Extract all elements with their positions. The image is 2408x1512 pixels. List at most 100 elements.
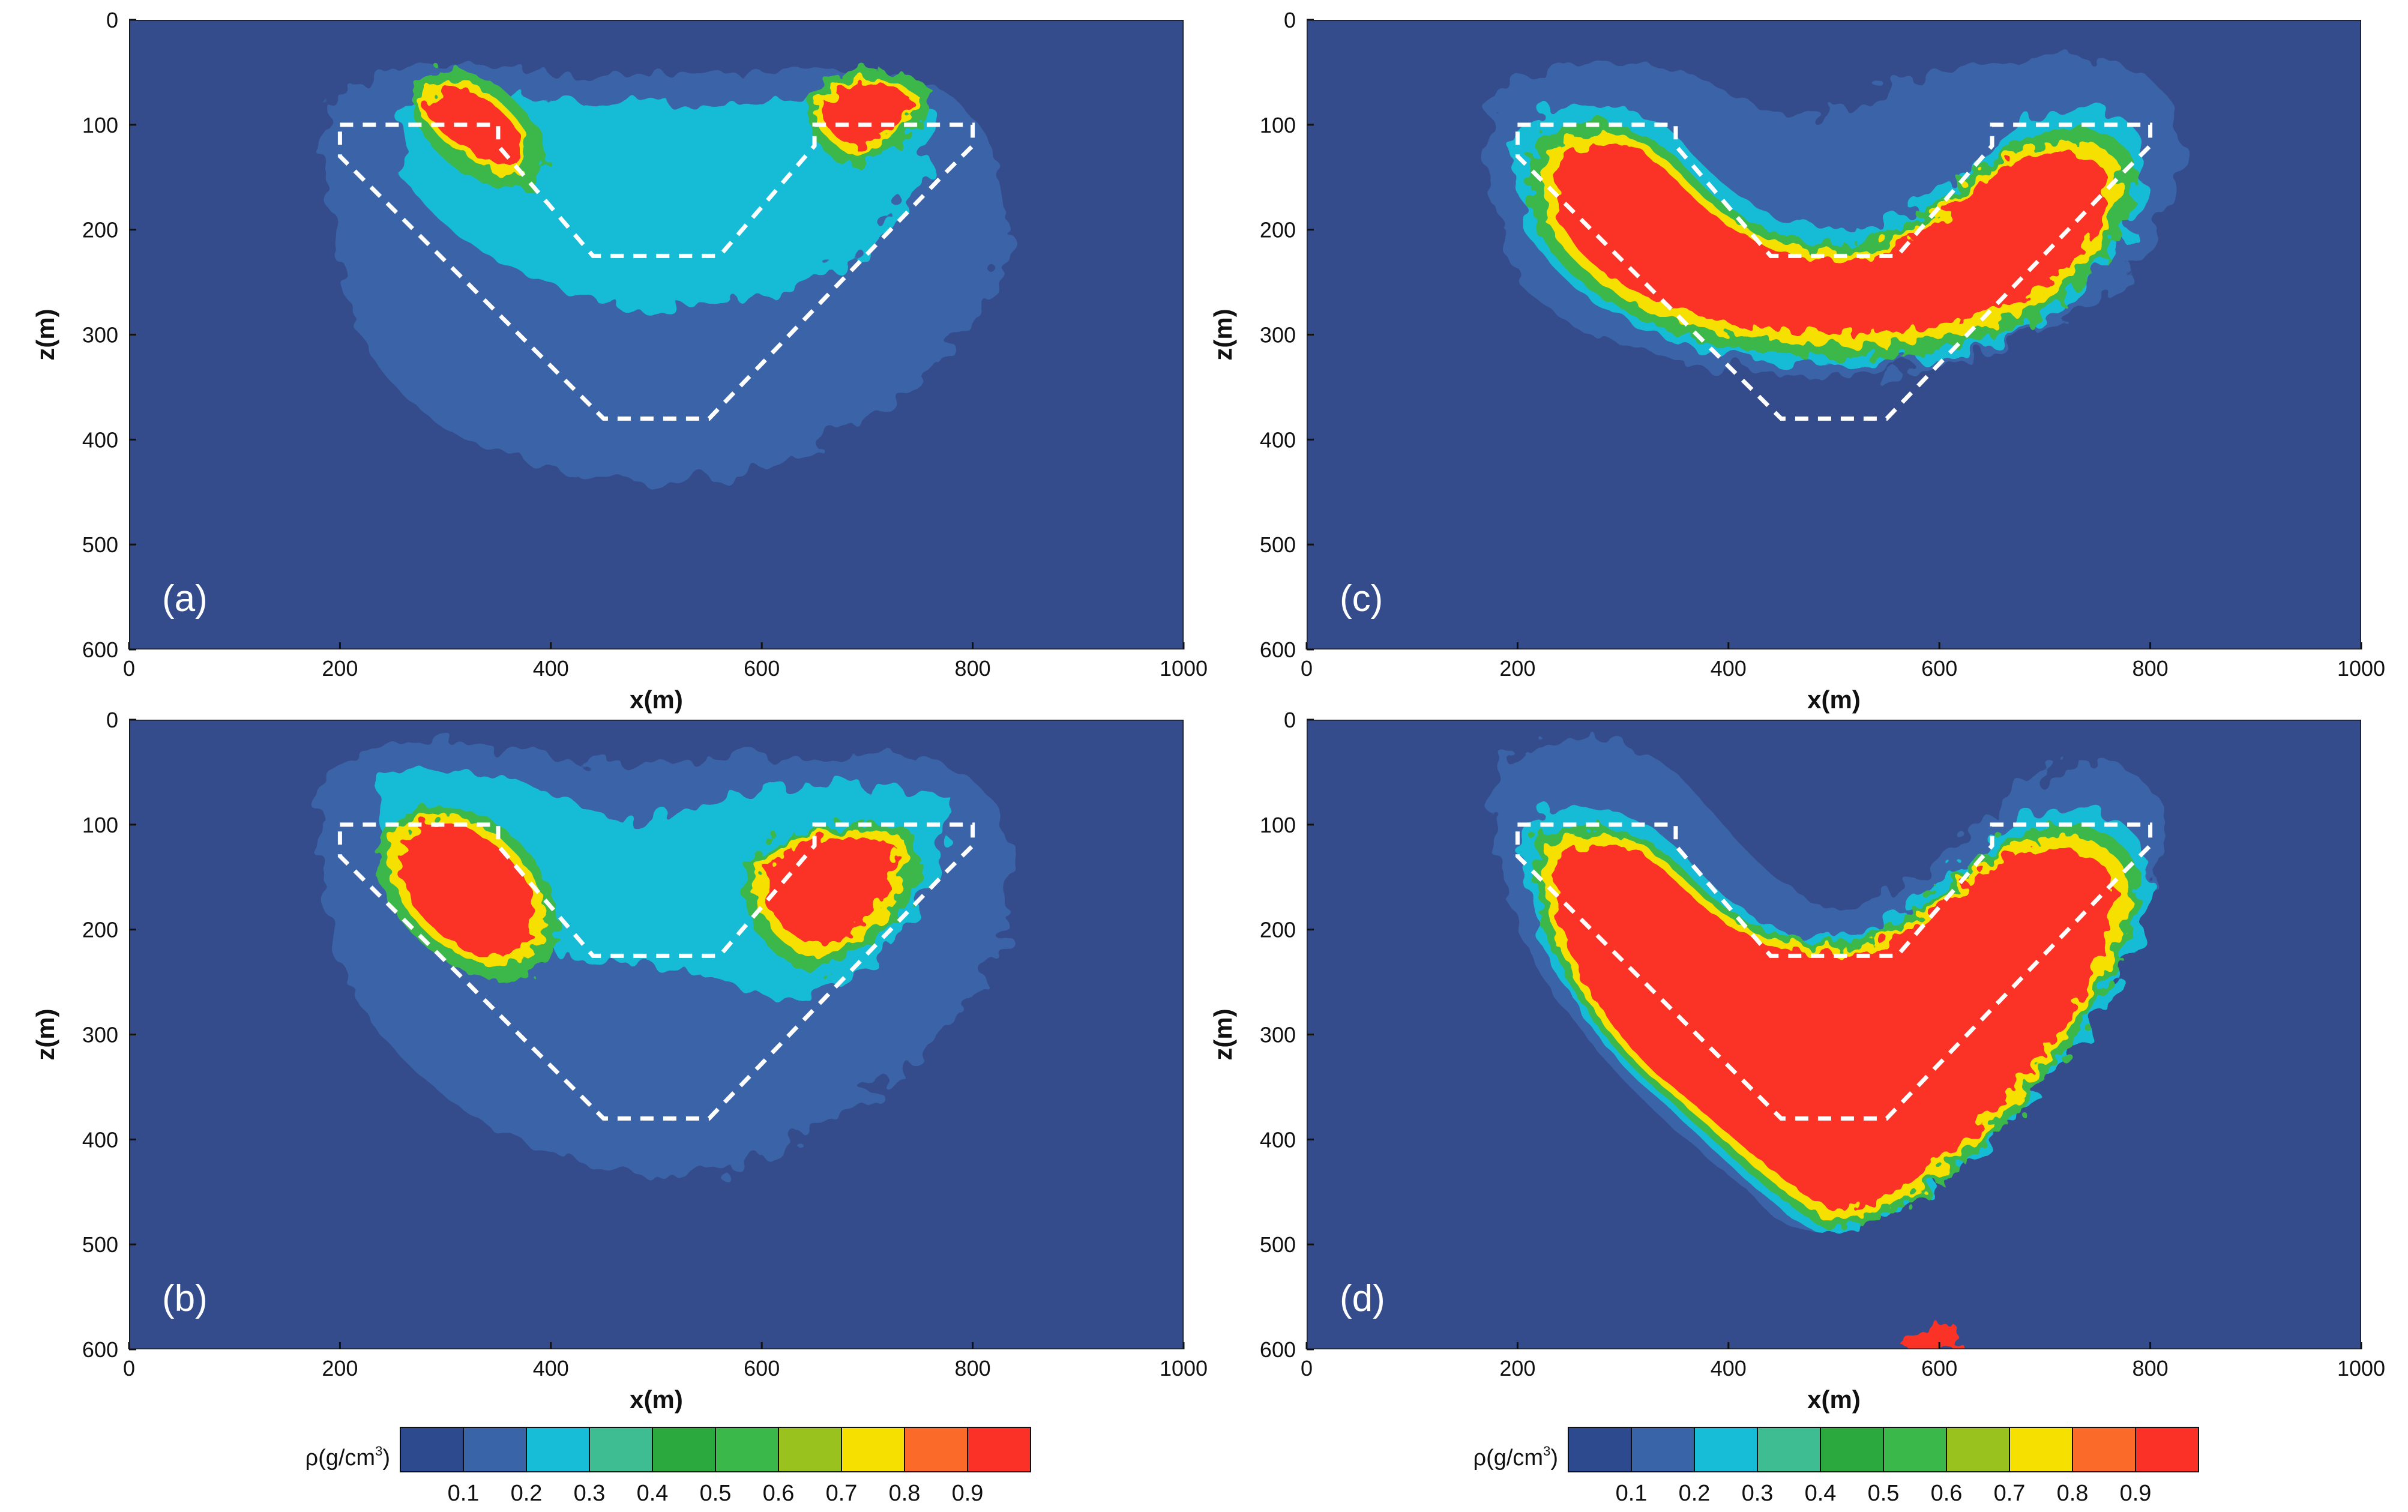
panel-c-xtick-label: 200 <box>1499 656 1535 681</box>
panel-d-ztick-label: 200 <box>1260 918 1296 942</box>
panel-a-xtick-label: 1000 <box>1160 656 1208 681</box>
panel-a-ztick-label: 500 <box>82 532 118 557</box>
colorbar-right-tick-label: 0.6 <box>1931 1481 1963 1506</box>
panel-c-ztick-label: 200 <box>1260 218 1296 242</box>
panel-a-ztick-label: 0 <box>106 8 118 32</box>
colorbar-right-tick-label: 0.5 <box>1868 1481 1900 1506</box>
panel-c: (c) <box>1307 20 2361 649</box>
panel-c-label: (c) <box>1340 578 1383 619</box>
panel-c-ztick-label: 600 <box>1260 637 1296 662</box>
panel-b-ztick-label: 500 <box>82 1232 118 1257</box>
panel-a-ztick-label: 600 <box>82 637 118 662</box>
panel-d-ztick-label: 400 <box>1260 1127 1296 1152</box>
panel-d-ztick-label: 500 <box>1260 1232 1296 1257</box>
colorbar-left-swatch <box>778 1427 842 1472</box>
colorbar-right-title: ρ(g/cm3) <box>1473 1444 1558 1471</box>
panel-b-zlabel: z(m) <box>31 1008 59 1060</box>
panel-b-xtick-label: 800 <box>955 1356 991 1381</box>
panel-b-xtick-label: 600 <box>744 1356 780 1381</box>
colorbar-left-tick-label: 0.8 <box>889 1481 921 1506</box>
colorbar-left-tick-label: 0.9 <box>952 1481 984 1506</box>
colorbar-left-swatch <box>526 1427 590 1472</box>
panel-d-xtick-label: 800 <box>2133 1356 2169 1381</box>
colorbar-right-swatch <box>2072 1427 2136 1472</box>
colorbar-right-tick-label: 0.2 <box>1679 1481 1711 1506</box>
panel-b-ztick-label: 200 <box>82 918 118 942</box>
colorbar-left-swatch <box>841 1427 905 1472</box>
panel-b-label: (b) <box>162 1278 208 1319</box>
panel-d-ztick-label: 300 <box>1260 1023 1296 1047</box>
panel-d-ztick-label: 600 <box>1260 1337 1296 1362</box>
panel-c-xtick-label: 1000 <box>2337 656 2385 681</box>
colorbar-right-tick-label: 0.9 <box>2120 1481 2152 1506</box>
panel-d-high-body <box>1554 843 2117 1209</box>
colorbar-right-tick-label: 0.1 <box>1616 1481 1648 1506</box>
panel-d-xtick-label: 200 <box>1499 1356 1535 1381</box>
panel-c-xtick-label: 800 <box>2133 656 2169 681</box>
colorbar-left-swatch <box>967 1427 1031 1472</box>
panel-c-xlabel: x(m) <box>1807 685 1861 714</box>
panel-a-xtick-label: 600 <box>744 656 780 681</box>
panel-d-zlabel: z(m) <box>1209 1008 1237 1060</box>
colorbar-left-swatch <box>589 1427 653 1472</box>
panel-b-ztick-label: 100 <box>82 813 118 837</box>
panel-d-ztick-label: 0 <box>1284 708 1296 732</box>
axes-layer: 0 200 400 600 800 10000100200300400500600x(m)… <box>31 8 2385 1414</box>
colorbar-right-swatch <box>1568 1427 1632 1472</box>
colorbar-left-tick-label: 0.7 <box>826 1481 858 1506</box>
panel-a-xtick-label: 400 <box>533 656 569 681</box>
colorbar-right-swatch <box>1883 1427 1947 1472</box>
colorbar-left-swatch <box>463 1427 527 1472</box>
colorbar-left-title: ρ(g/cm3) <box>305 1444 390 1471</box>
panel-d-true-model-outline <box>1517 825 2150 1119</box>
colorbar-right-swatch <box>1631 1427 1695 1472</box>
panel-c-xtick-label: 600 <box>1921 656 1957 681</box>
colorbar-left-tick-label: 0.2 <box>511 1481 543 1506</box>
panel-a: (a) <box>129 20 1184 649</box>
colorbar-left-tick-label: 0.3 <box>574 1481 606 1506</box>
colorbar-left-tick-label: 0.1 <box>448 1481 480 1506</box>
colorbar-right-tick-label: 0.8 <box>2057 1481 2089 1506</box>
colorbar-left-tick-label: 0.4 <box>637 1481 669 1506</box>
panel-c-zlabel: z(m) <box>1209 309 1237 360</box>
panel-d-ztick-label: 100 <box>1260 813 1296 837</box>
panel-c-ztick-label: 400 <box>1260 427 1296 452</box>
colorbar-right-swatch <box>1946 1427 2010 1472</box>
panel-a-xtick-label: 800 <box>955 656 991 681</box>
colorbar-left-tick-label: 0.5 <box>700 1481 732 1506</box>
colorbar-right-swatch <box>2135 1427 2199 1472</box>
panel-a-ztick-label: 100 <box>82 113 118 137</box>
panel-d-xlabel: x(m) <box>1807 1385 1861 1414</box>
panel-a-true-model-outline <box>340 125 972 419</box>
panel-c-xtick-label: 400 <box>1711 656 1747 681</box>
panel-c-high-body <box>1555 142 2109 334</box>
panel-c-xtick-label: 0 <box>1301 656 1313 681</box>
colorbar-right: ρ(g/cm3) 0.1 0.2 0.3 0.4 0.5 0.6 0.7 0.8 0.9 <box>1473 1427 2199 1506</box>
panel-a-ztick-label: 300 <box>82 323 118 348</box>
colorbar-left-tick-label: 0.6 <box>763 1481 795 1506</box>
panel-d-xtick-label: 1000 <box>2337 1356 2385 1381</box>
colorbar-left-swatch <box>904 1427 968 1472</box>
colorbar-right-swatch <box>1757 1427 1821 1472</box>
colorbar-right-swatch <box>1820 1427 1884 1472</box>
panel-b-ztick-label: 300 <box>82 1023 118 1047</box>
panel-c-ztick-label: 100 <box>1260 113 1296 137</box>
panel-d-bottom-artifact <box>1905 1323 1961 1349</box>
panel-d-xtick-label: 400 <box>1711 1356 1747 1381</box>
panel-a-ztick-label: 400 <box>82 427 118 452</box>
panel-b: (b) <box>129 720 1184 1349</box>
panel-b-high-left <box>401 823 533 957</box>
panel-c-ztick-label: 0 <box>1284 8 1296 32</box>
panel-b-xtick-label: 1000 <box>1160 1356 1208 1381</box>
panel-c-ztick-label: 300 <box>1260 323 1296 348</box>
panel-b-ztick-label: 0 <box>106 708 118 732</box>
colorbar-right-tick-label: 0.7 <box>1994 1481 2026 1506</box>
panel-a-ztick-label: 200 <box>82 218 118 242</box>
panel-a-high-left <box>424 89 522 164</box>
panel-a-label: (a) <box>162 578 208 619</box>
panel-c-true-model-outline <box>1517 125 2150 419</box>
colorbar-left-swatch <box>715 1427 779 1472</box>
panel-a-high-right <box>822 86 912 146</box>
panel-c-ztick-label: 500 <box>1260 532 1296 557</box>
panel-a-zlabel: z(m) <box>31 309 59 360</box>
